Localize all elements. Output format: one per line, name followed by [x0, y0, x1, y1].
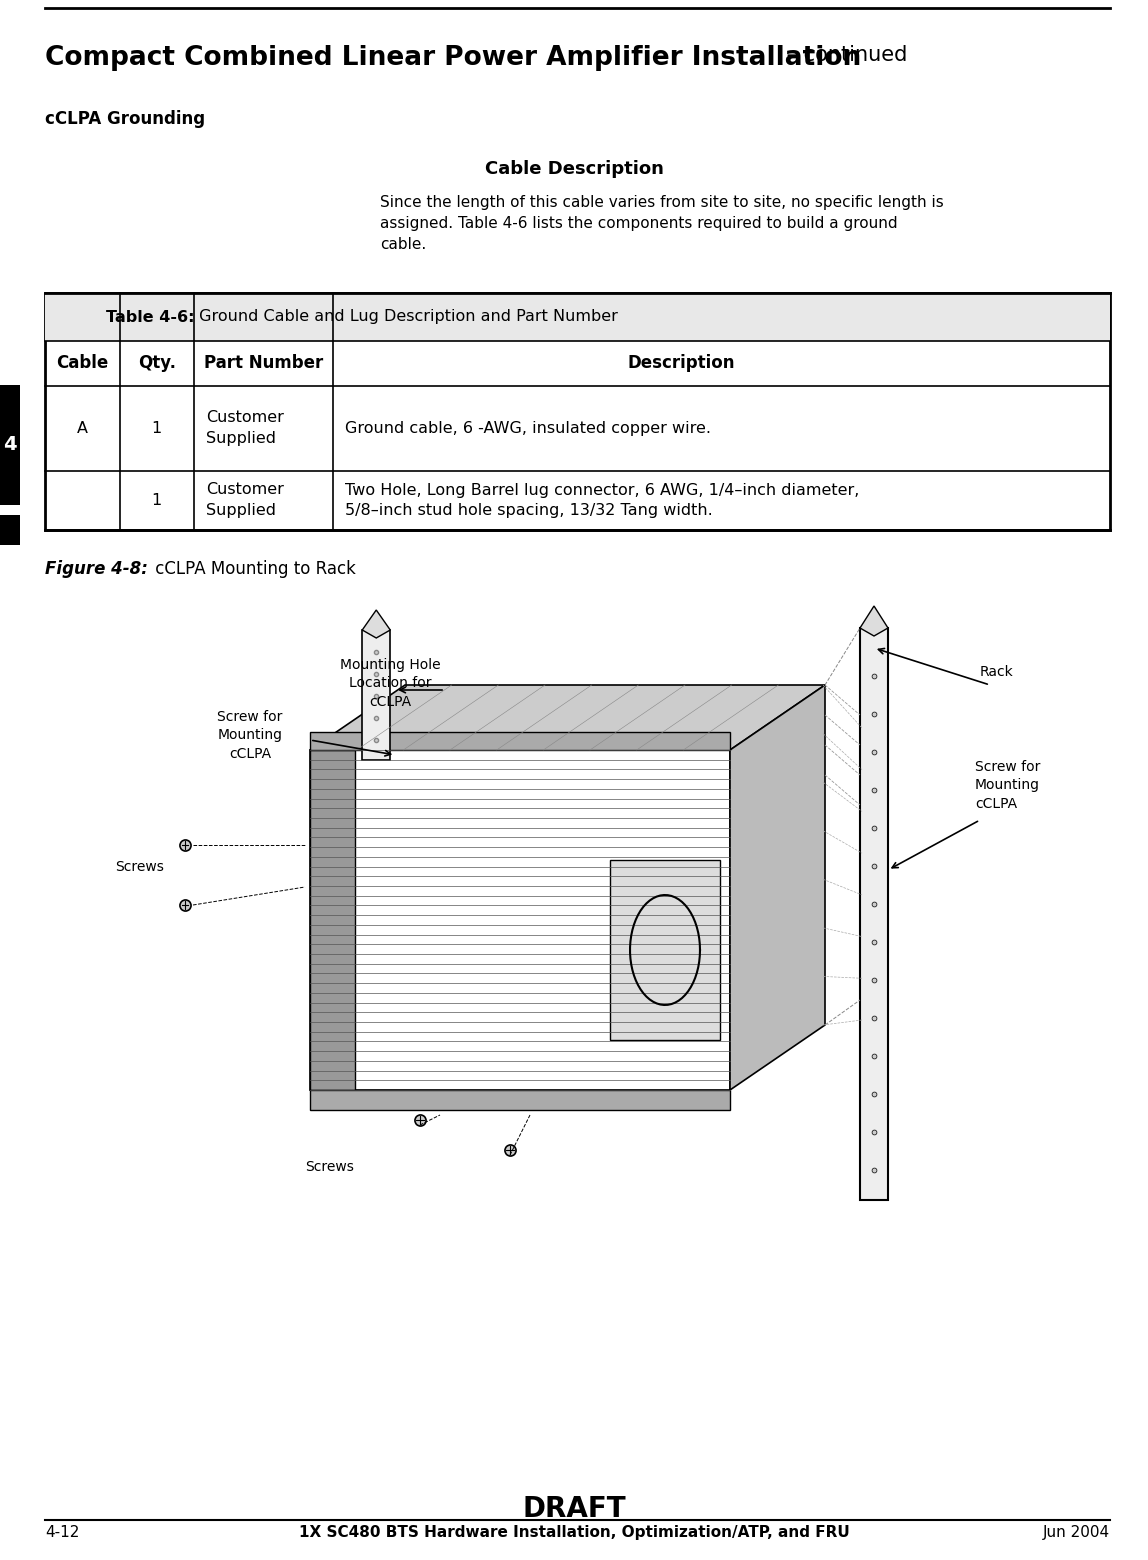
Text: cCLPA Grounding: cCLPA Grounding — [45, 111, 205, 128]
Polygon shape — [730, 685, 825, 1090]
Text: – continued: – continued — [779, 45, 907, 66]
Text: Compact Combined Linear Power Amplifier Installation: Compact Combined Linear Power Amplifier … — [45, 45, 861, 72]
Text: Screws: Screws — [115, 860, 164, 874]
Text: Cable Description: Cable Description — [484, 161, 664, 178]
Text: Ground Cable and Lug Description and Part Number: Ground Cable and Lug Description and Par… — [194, 309, 618, 324]
Bar — [860, 629, 889, 1200]
Text: 4: 4 — [3, 435, 17, 454]
Text: Ground cable, 6 -AWG, insulated copper wire.: Ground cable, 6 -AWG, insulated copper w… — [344, 421, 711, 435]
Text: Cable: Cable — [56, 354, 108, 373]
Text: Two Hole, Long Barrel lug connector, 6 AWG, 1/4–inch diameter,
5/8–inch stud hol: Two Hole, Long Barrel lug connector, 6 A… — [344, 482, 859, 518]
Text: A: A — [77, 421, 87, 435]
Bar — [310, 1090, 730, 1111]
Text: Mounting Hole
Location for
cCLPA: Mounting Hole Location for cCLPA — [340, 658, 441, 708]
Text: Part Number: Part Number — [203, 354, 323, 373]
Text: 1: 1 — [152, 421, 162, 435]
Bar — [310, 750, 355, 1090]
Text: 4-12: 4-12 — [45, 1526, 79, 1540]
Text: Customer
Supplied: Customer Supplied — [207, 482, 284, 518]
Text: 1X SC480 BTS Hardware Installation, Optimization/ATP, and FRU: 1X SC480 BTS Hardware Installation, Opti… — [298, 1526, 850, 1540]
Polygon shape — [860, 605, 889, 636]
Text: Rack: Rack — [980, 665, 1014, 679]
Text: Screws: Screws — [305, 1161, 355, 1175]
Text: Screw for
Mounting
cCLPA: Screw for Mounting cCLPA — [975, 760, 1040, 811]
Text: DRAFT: DRAFT — [522, 1494, 626, 1523]
Text: Figure 4-8:: Figure 4-8: — [45, 560, 148, 579]
Polygon shape — [363, 610, 390, 638]
Text: Description: Description — [628, 354, 735, 373]
Bar — [45, 293, 1110, 342]
Text: Customer
Supplied: Customer Supplied — [207, 410, 284, 446]
Text: Qty.: Qty. — [138, 354, 176, 373]
Text: 1: 1 — [152, 493, 162, 509]
Bar — [45, 293, 1110, 530]
Text: cCLPA Mounting to Rack: cCLPA Mounting to Rack — [150, 560, 356, 579]
Text: Table 4-6:: Table 4-6: — [106, 309, 194, 324]
Polygon shape — [310, 685, 825, 750]
Bar — [310, 732, 730, 750]
Text: Since the length of this cable varies from site to site, no specific length is
a: Since the length of this cable varies fr… — [380, 195, 944, 253]
Text: Screw for
Mounting
cCLPA: Screw for Mounting cCLPA — [217, 710, 282, 761]
Bar — [610, 860, 720, 1041]
Bar — [0, 515, 20, 544]
Bar — [363, 630, 390, 760]
Bar — [0, 385, 20, 505]
Bar — [310, 750, 730, 1090]
Text: Jun 2004: Jun 2004 — [1042, 1526, 1110, 1540]
